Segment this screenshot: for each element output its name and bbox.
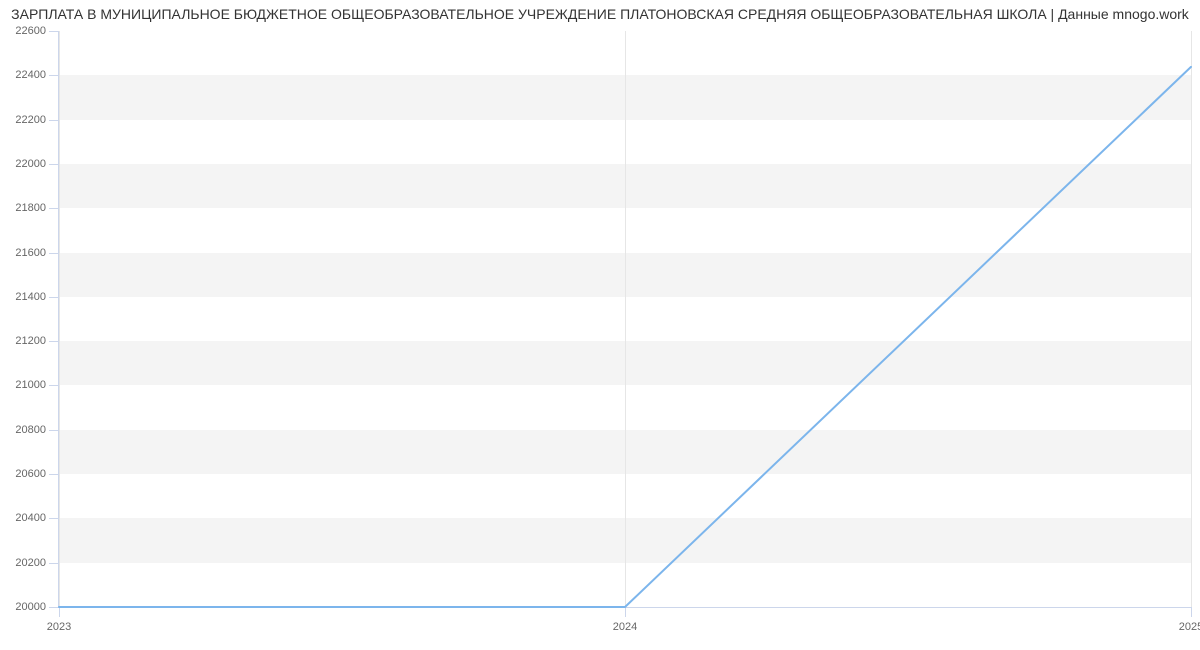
x-tick [1191,607,1192,617]
series-line [59,67,1191,607]
y-tick-label: 20200 [15,557,46,569]
x-tick-label: 2024 [613,621,637,633]
y-tick-label: 21400 [15,291,46,303]
x-tick-label: 2023 [47,621,71,633]
y-tick [49,474,59,475]
y-tick [49,253,59,254]
y-tick [49,385,59,386]
y-tick [49,31,59,32]
y-tick-label: 22200 [15,114,46,126]
x-gridline [1191,31,1192,607]
chart-title: ЗАРПЛАТА В МУНИЦИПАЛЬНОЕ БЮДЖЕТНОЕ ОБЩЕО… [0,6,1200,22]
x-tick [59,607,60,617]
y-tick-label: 22400 [15,69,46,81]
y-tick-label: 20600 [15,468,46,480]
y-tick-label: 20400 [15,512,46,524]
y-tick-label: 21000 [15,379,46,391]
y-tick [49,164,59,165]
y-tick-label: 20800 [15,424,46,436]
y-tick-label: 20000 [15,601,46,613]
y-tick-label: 22000 [15,158,46,170]
y-tick [49,120,59,121]
y-tick-label: 22600 [15,25,46,37]
plot-area: 2000020200204002060020800210002120021400… [59,31,1191,607]
salary-chart: ЗАРПЛАТА В МУНИЦИПАЛЬНОЕ БЮДЖЕТНОЕ ОБЩЕО… [0,0,1200,650]
y-tick-label: 21800 [15,202,46,214]
y-tick-label: 21600 [15,247,46,259]
y-tick [49,607,59,608]
y-tick-label: 21200 [15,335,46,347]
y-tick [49,518,59,519]
x-tick [625,607,626,617]
y-tick [49,75,59,76]
y-tick [49,208,59,209]
y-tick [49,297,59,298]
y-tick [49,430,59,431]
x-tick-label: 2025 [1179,621,1200,633]
y-tick [49,563,59,564]
y-tick [49,341,59,342]
series-layer [59,31,1191,607]
